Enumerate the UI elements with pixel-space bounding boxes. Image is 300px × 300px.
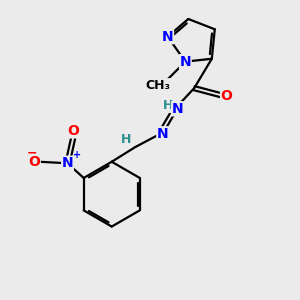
Text: O: O [28, 155, 40, 169]
Text: N: N [162, 30, 173, 44]
Text: N: N [179, 55, 191, 69]
Text: O: O [68, 124, 80, 138]
Text: N: N [172, 102, 183, 116]
Text: H: H [163, 99, 173, 112]
Text: O: O [220, 88, 232, 103]
Text: H: H [121, 133, 131, 146]
Text: CH₃: CH₃ [146, 79, 171, 92]
Text: N: N [157, 127, 169, 141]
Text: −: − [26, 146, 37, 160]
Text: N: N [62, 156, 74, 170]
Text: +: + [73, 150, 81, 160]
